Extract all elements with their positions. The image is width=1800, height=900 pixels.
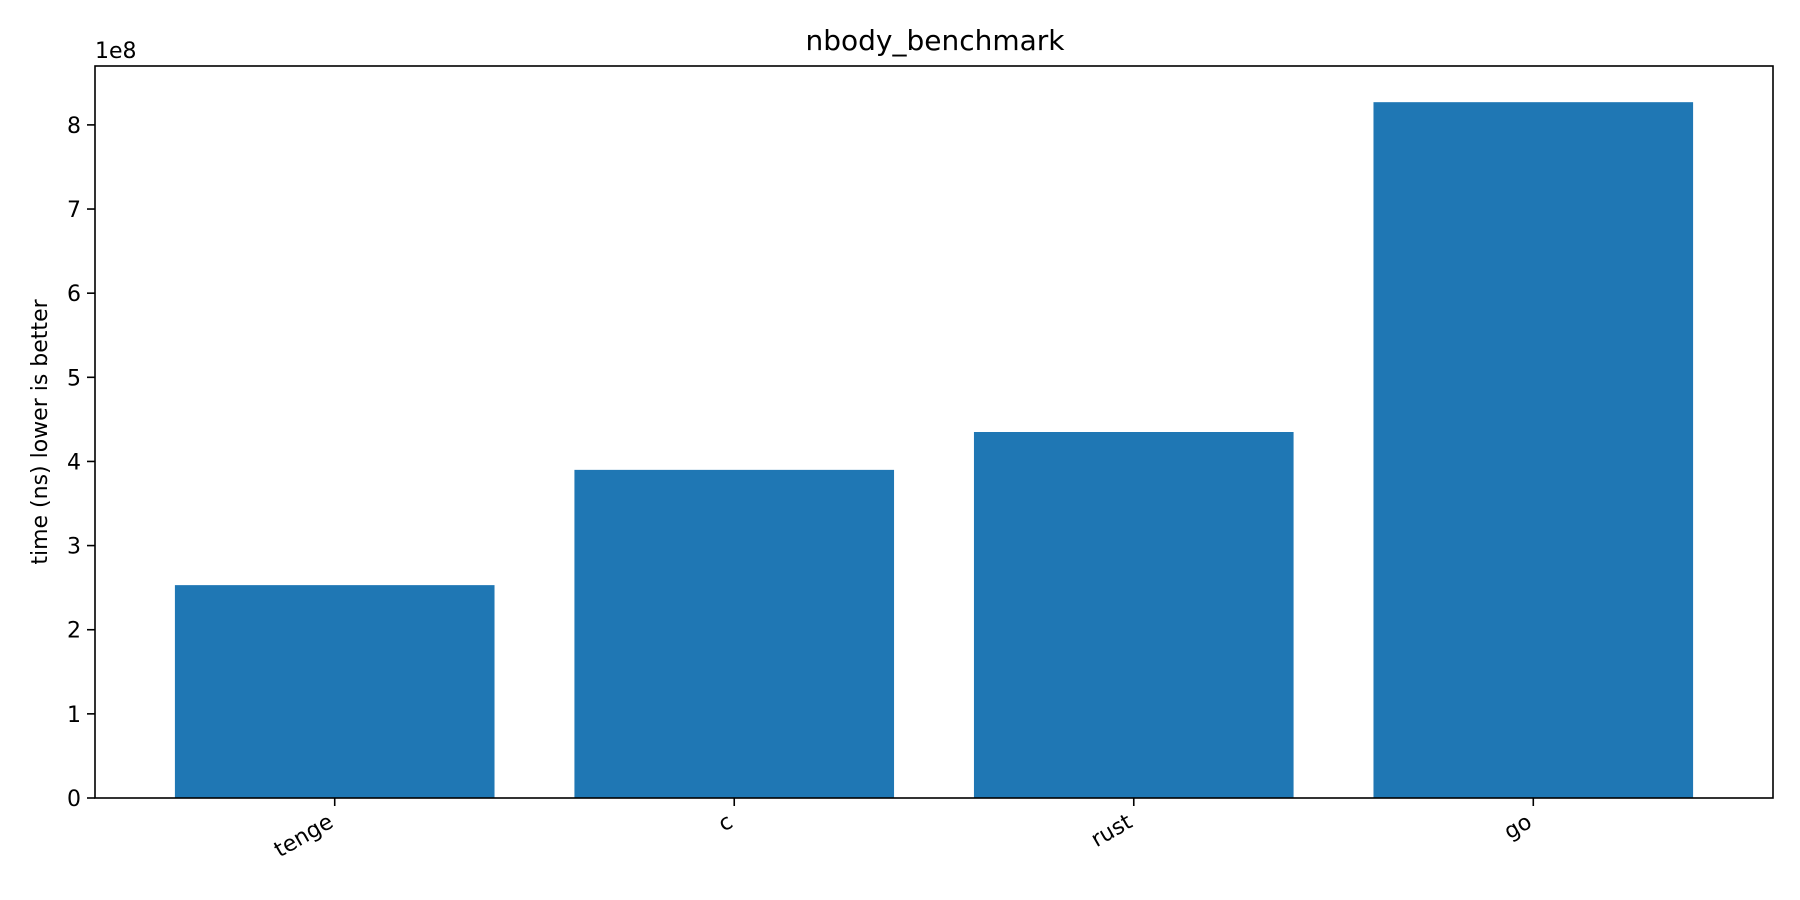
bar-c: [574, 469, 895, 798]
y-tick-label-3: 3: [67, 535, 81, 560]
x-tick-label-c: c: [714, 810, 737, 838]
bar-rust: [973, 432, 1294, 798]
chart-title: nbody_benchmark: [805, 24, 1065, 57]
y-tick-label-5: 5: [67, 366, 81, 391]
plot-frame: [94, 65, 1774, 799]
x-tick-label-go: go: [1500, 810, 1536, 845]
y-axis-label: time (ns) lower is better: [28, 298, 53, 564]
x-tick-label-rust: rust: [1087, 809, 1137, 852]
x-axis: tenge c rust go: [270, 798, 1536, 863]
y-axis: 0 1 2 3 4 5 6 7 8: [67, 114, 95, 812]
y-tick-label-0: 0: [67, 787, 81, 812]
y-tick-label-4: 4: [67, 450, 81, 475]
x-tick-label-tenge: tenge: [270, 810, 338, 863]
y-offset-label: 1e8: [95, 39, 137, 64]
y-tick-label-8: 8: [67, 114, 81, 139]
y-tick-label-6: 6: [67, 282, 81, 307]
y-tick-label-1: 1: [67, 703, 81, 728]
y-tick-label-7: 7: [67, 198, 81, 223]
plot-area: [94, 65, 1774, 799]
bar-go: [1373, 102, 1694, 798]
bar-tenge: [174, 585, 495, 798]
y-tick-label-2: 2: [67, 619, 81, 644]
